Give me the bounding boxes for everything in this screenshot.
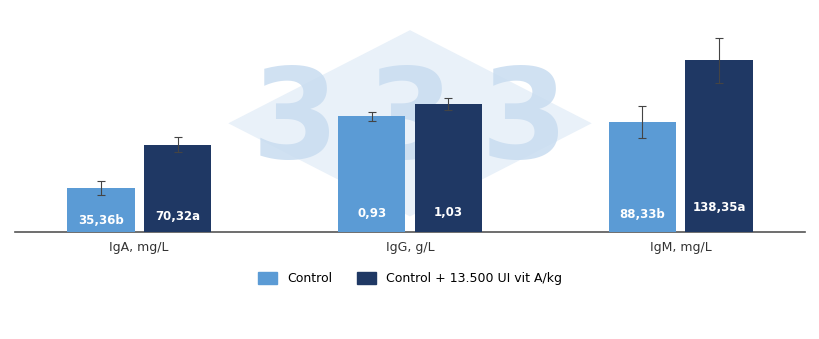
Text: 88,33b: 88,33b <box>619 208 664 221</box>
Text: 3: 3 <box>366 63 453 184</box>
Text: 70,32a: 70,32a <box>155 210 200 223</box>
Bar <box>414 104 482 232</box>
Bar <box>143 144 211 232</box>
Text: 0,93: 0,93 <box>356 207 386 220</box>
Bar <box>337 117 405 232</box>
Text: 3: 3 <box>481 63 568 184</box>
Polygon shape <box>228 30 591 216</box>
Bar <box>685 60 752 232</box>
Text: 1,03: 1,03 <box>433 206 462 219</box>
Text: 35,36b: 35,36b <box>78 214 124 227</box>
Bar <box>608 122 676 232</box>
Text: 3: 3 <box>251 63 338 184</box>
Text: 138,35a: 138,35a <box>691 201 745 215</box>
Legend: Control, Control + 13.500 UI vit A/kg: Control, Control + 13.500 UI vit A/kg <box>253 267 566 290</box>
Bar <box>67 188 134 232</box>
